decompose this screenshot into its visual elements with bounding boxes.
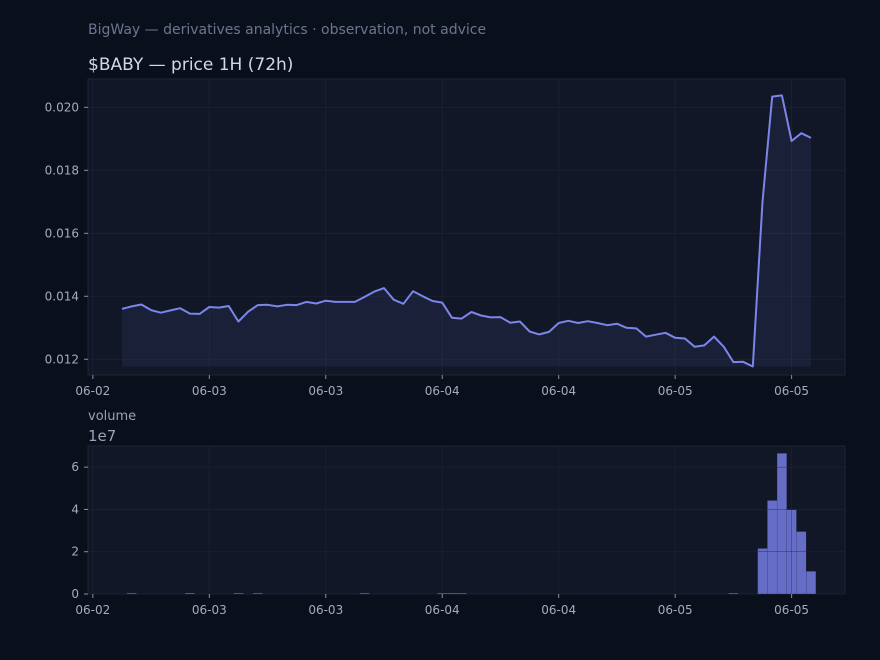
volume-bar [796,531,807,594]
y-tick-label: 0.014 [45,289,79,303]
x-tick-label: 06-04 [425,384,460,398]
y-tick-label: 2 [71,545,79,559]
price-x-axis: 06-02 06-03 06-03 06-04 06-04 06-05 06-05 [75,375,809,398]
y-tick-label: 6 [71,460,79,474]
price-chart: $BABY — price 1H (72h) 06-02 06-03 06-03 06… [45,55,846,398]
volume-bar [767,500,777,594]
volume-bar [185,593,195,594]
volume-bar [233,593,244,594]
x-tick-label: 06-03 [308,384,343,398]
x-tick-label: 06-05 [774,384,809,398]
x-tick-label: 06-05 [774,603,809,617]
price-line [121,94,812,368]
volume-x-axis: 06-02 06-03 06-03 06-04 06-04 06-05 06-05 [75,594,809,617]
y-tick-label: 0.012 [45,352,79,366]
volume-axis-offset: 1e7 [88,427,116,445]
supertitle: BigWay — derivatives analytics · observa… [88,22,486,38]
volume-bar [447,593,457,594]
volume-plot-area [87,445,846,595]
price-series [121,94,812,368]
volume-bar [806,571,816,594]
x-tick-label: 06-03 [308,603,343,617]
price-chart-title: $BABY — price 1H (72h) [88,55,293,75]
x-tick-label: 06-03 [192,603,227,617]
y-tick-label: 0.018 [45,163,79,177]
x-tick-label: 06-03 [192,384,227,398]
x-tick-label: 06-04 [425,603,460,617]
volume-bars [88,446,845,595]
x-tick-label: 06-04 [541,603,576,617]
volume-chart-title: volume [88,409,136,424]
x-tick-label: 06-05 [658,384,693,398]
price-gridlines [88,79,845,375]
volume-bar [757,548,768,594]
volume-y-axis: 0 2 4 6 [71,460,88,601]
volume-bar [456,593,467,594]
volume-bar [126,593,137,594]
volume-chart: volume 1e7 06-02 06-03 06-03 06-04 06-04 06-0… [71,409,846,617]
price-y-axis: 0.012 0.014 0.016 0.018 0.020 [45,100,88,366]
y-tick-label: 0.016 [45,226,79,240]
price-area-fill [121,95,812,367]
x-tick-label: 06-04 [541,384,576,398]
x-tick-label: 06-02 [75,384,110,398]
volume-bar [359,593,370,594]
volume-bar [777,453,787,594]
y-tick-label: 4 [71,502,79,516]
x-tick-label: 06-02 [75,603,110,617]
volume-bar [253,593,263,594]
volume-bar [728,593,739,594]
y-tick-label: 0 [71,587,79,601]
x-tick-label: 06-05 [658,603,693,617]
y-tick-label: 0.020 [45,100,79,114]
price-plot-area [87,78,846,376]
